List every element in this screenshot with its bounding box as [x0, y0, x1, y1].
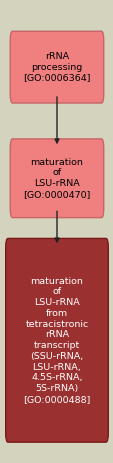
Text: maturation
of
LSU-rRNA
[GO:0000470]: maturation of LSU-rRNA [GO:0000470] — [23, 157, 90, 199]
Text: rRNA
processing
[GO:0006364]: rRNA processing [GO:0006364] — [23, 52, 90, 82]
FancyBboxPatch shape — [10, 31, 103, 103]
FancyBboxPatch shape — [10, 139, 103, 218]
Text: maturation
of
LSU-rRNA
from
tetracistronic
rRNA
transcript
(SSU-rRNA,
LSU-rRNA,
: maturation of LSU-rRNA from tetracistron… — [23, 277, 90, 404]
FancyBboxPatch shape — [6, 238, 107, 442]
